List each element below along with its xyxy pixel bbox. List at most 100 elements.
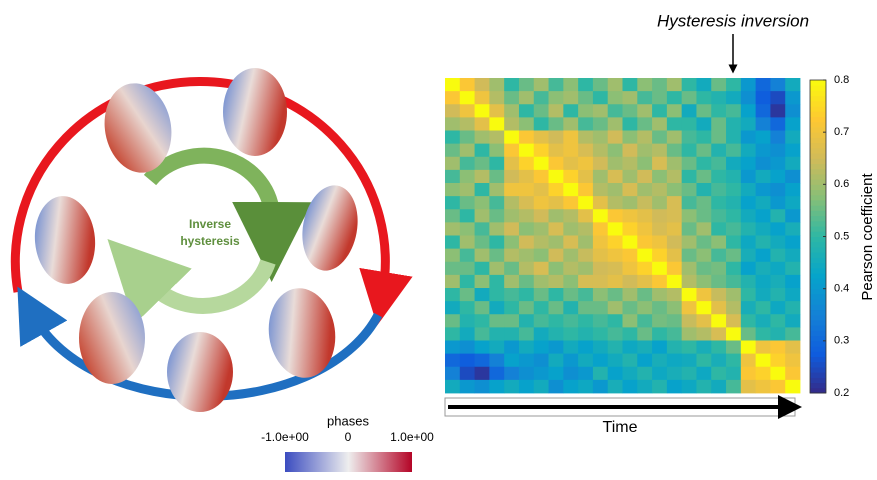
cell (770, 131, 785, 145)
cell (785, 301, 800, 315)
cell (608, 170, 623, 184)
cell (770, 262, 785, 276)
cell (623, 91, 638, 105)
cell (460, 314, 475, 328)
phase-tick: -1.0e+00 (261, 430, 309, 444)
cell (460, 354, 475, 368)
cell (682, 91, 697, 105)
cell (623, 380, 638, 394)
cell (563, 314, 578, 328)
cell (726, 301, 741, 315)
cell (578, 380, 593, 394)
cell (667, 275, 682, 289)
cell (623, 314, 638, 328)
cell (578, 209, 593, 223)
cell (741, 249, 756, 263)
cell (785, 341, 800, 355)
cell (682, 262, 697, 276)
cell (637, 288, 652, 302)
cell (563, 380, 578, 394)
cell (652, 288, 667, 302)
cell (637, 327, 652, 341)
cell (475, 249, 490, 263)
cell (726, 262, 741, 276)
cell (623, 301, 638, 315)
cell (741, 314, 756, 328)
cell (623, 222, 638, 236)
cell (711, 354, 726, 368)
cell (756, 131, 771, 145)
cell (475, 236, 490, 250)
cell (519, 314, 534, 328)
cell (608, 209, 623, 223)
cell (578, 104, 593, 118)
cell (726, 236, 741, 250)
cell (770, 91, 785, 105)
cell (460, 104, 475, 118)
cell (475, 222, 490, 236)
cell (460, 170, 475, 184)
cell (785, 275, 800, 289)
cell (504, 157, 519, 171)
cell (667, 354, 682, 368)
cell (726, 380, 741, 394)
cell (563, 327, 578, 341)
cell (519, 91, 534, 105)
cell (770, 170, 785, 184)
cell (460, 275, 475, 289)
cell (475, 209, 490, 223)
cell (608, 236, 623, 250)
cell (711, 314, 726, 328)
cell (770, 157, 785, 171)
cell (519, 222, 534, 236)
cell (667, 196, 682, 210)
cell (770, 275, 785, 289)
cell (682, 236, 697, 250)
cell (711, 104, 726, 118)
colorbar-step (810, 195, 826, 201)
colorbar-step (810, 257, 826, 263)
colorbar-step (810, 247, 826, 253)
cell (460, 131, 475, 145)
cell (682, 131, 697, 145)
colorbar-step (810, 278, 826, 284)
cell (770, 144, 785, 158)
colorbar-step (810, 315, 826, 321)
cell (445, 327, 460, 341)
cell (445, 104, 460, 118)
cell (711, 222, 726, 236)
cell (756, 104, 771, 118)
cell (711, 341, 726, 355)
colorbar-step (810, 362, 826, 368)
cell (637, 131, 652, 145)
cell (445, 367, 460, 381)
cell (563, 196, 578, 210)
cell (593, 157, 608, 171)
colorbar-step (810, 273, 826, 279)
cell (652, 91, 667, 105)
cell (785, 104, 800, 118)
cell (445, 170, 460, 184)
colorbar-step (810, 294, 826, 300)
cell (445, 91, 460, 105)
cell (593, 249, 608, 263)
colorbar-step (810, 200, 826, 206)
cell (623, 131, 638, 145)
cell (519, 117, 534, 131)
cell (667, 314, 682, 328)
cell (534, 236, 549, 250)
cell (489, 354, 504, 368)
colorbar-step (810, 101, 826, 107)
cell (519, 341, 534, 355)
cell (460, 380, 475, 394)
cell (711, 249, 726, 263)
cell (726, 196, 741, 210)
cell (563, 209, 578, 223)
cell (445, 275, 460, 289)
cell (504, 104, 519, 118)
cell (785, 249, 800, 263)
cell (726, 367, 741, 381)
cell (475, 301, 490, 315)
cell (785, 314, 800, 328)
cell (652, 236, 667, 250)
